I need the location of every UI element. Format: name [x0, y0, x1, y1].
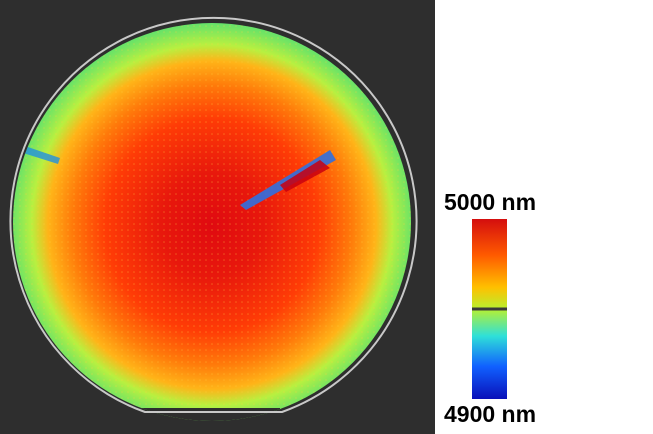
wafer-map-panel — [0, 0, 435, 434]
colorbar — [472, 219, 507, 399]
defect-streak-high — [280, 160, 330, 192]
colorbar-min-label: 4900 nm — [444, 401, 537, 427]
edge-defect — [20, 145, 60, 164]
colorbar-max-label: 5000 nm — [444, 189, 537, 215]
wafer-map — [9, 16, 418, 421]
wafer-outline — [9, 16, 418, 413]
colorbar-gradient — [472, 219, 507, 399]
wafer-surface — [13, 23, 411, 421]
